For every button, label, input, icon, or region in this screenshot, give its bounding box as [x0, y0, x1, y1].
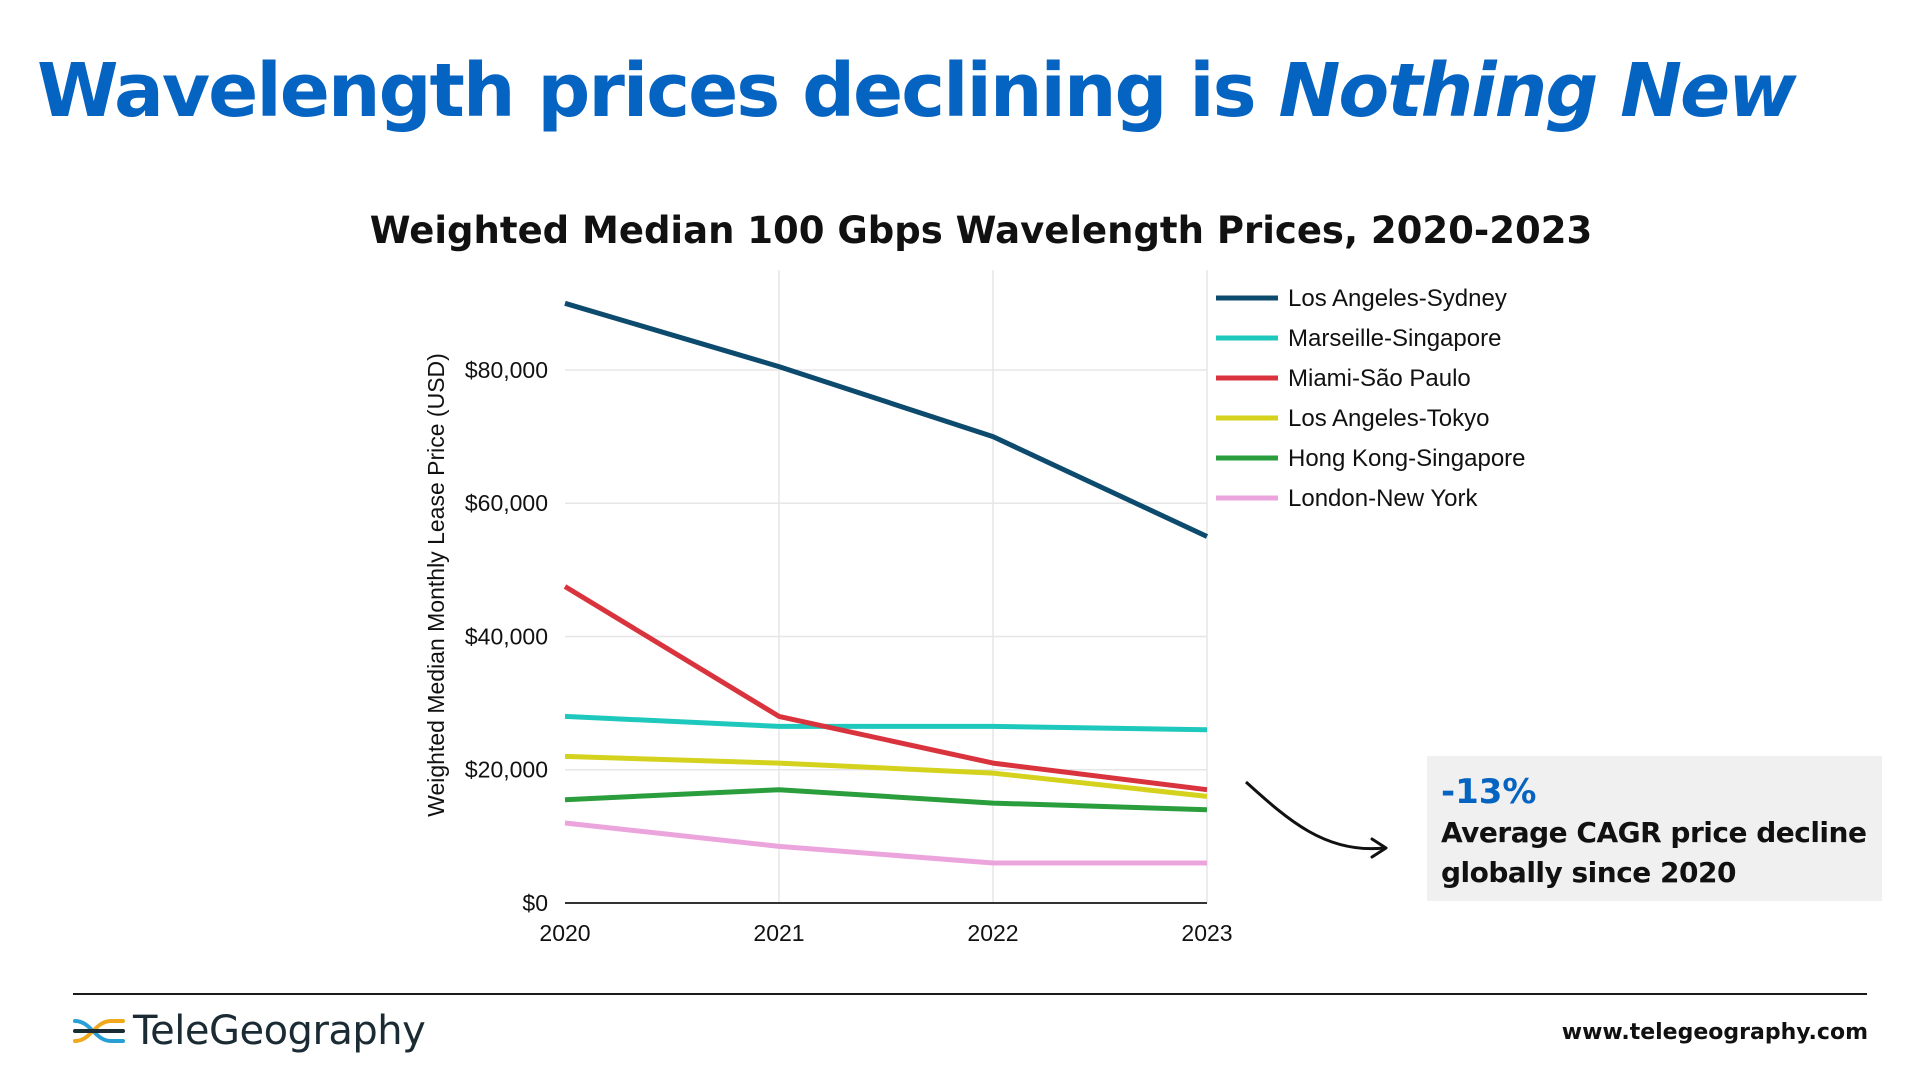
y-axis-label: Weighted Median Monthly Lease Price (USD… [423, 353, 449, 817]
legend-label: Hong Kong-Singapore [1288, 445, 1526, 472]
title-emphasis: Nothing New [1278, 48, 1796, 134]
y-tick-label: $40,000 [465, 623, 548, 649]
cagr-description-line-2: globally since 2020 [1441, 856, 1736, 889]
legend-label: Los Angeles-Sydney [1288, 285, 1507, 312]
series-line-london-new-york [564, 820, 1207, 866]
callout-arrow [1244, 780, 1388, 859]
telegeography-logo-icon [73, 1019, 125, 1043]
x-tick-label: 2021 [753, 920, 804, 946]
legend-label: Marseille-Singapore [1288, 325, 1501, 352]
page-title: Wavelength prices declining is Nothing N… [37, 48, 1797, 134]
legend-label: Miami-São Paulo [1288, 365, 1471, 392]
gridlines [565, 270, 1208, 903]
x-tick-label: 2022 [967, 920, 1018, 946]
axes: $0 $20,000 $40,000 $60,000 $80,000 2020 2021 20… [465, 357, 1233, 946]
legend-label: London-New York [1288, 485, 1478, 512]
y-tick-label: $60,000 [465, 490, 548, 516]
chart-title: Weighted Median 100 Gbps Wavelength Pric… [370, 209, 1592, 252]
x-tick-label: 2023 [1181, 920, 1232, 946]
series-group [563, 300, 1209, 866]
footer-divider [73, 993, 1867, 995]
y-tick-label: $20,000 [465, 757, 548, 783]
cagr-description-line-1: Average CAGR price decline [1441, 816, 1867, 849]
series-line-hong-kong-singapore [564, 787, 1208, 813]
y-tick-label: $0 [522, 890, 548, 916]
cagr-value: -13% [1441, 772, 1537, 812]
legend-label: Los Angeles-Tokyo [1288, 405, 1489, 432]
series-line-miami-sao-paulo [563, 584, 1208, 793]
cagr-callout: -13% Average CAGR price decline globally… [1427, 756, 1882, 901]
x-tick-label: 2020 [539, 920, 590, 946]
series-line-marseille-singapore [564, 713, 1208, 733]
y-tick-label: $80,000 [465, 357, 548, 383]
title-main: Wavelength prices declining is [37, 48, 1279, 134]
series-line-los-angeles-sydney [564, 300, 1209, 539]
series-line-los-angeles-tokyo [564, 753, 1208, 799]
website-link[interactable]: www.telegeography.com [1561, 1020, 1868, 1045]
legend: Los Angeles-Sydney Marseille-Singapore Mia… [1216, 285, 1526, 512]
telegeography-logo: TeleGeography [73, 1008, 426, 1054]
brand-name: TeleGeography [133, 1008, 426, 1054]
